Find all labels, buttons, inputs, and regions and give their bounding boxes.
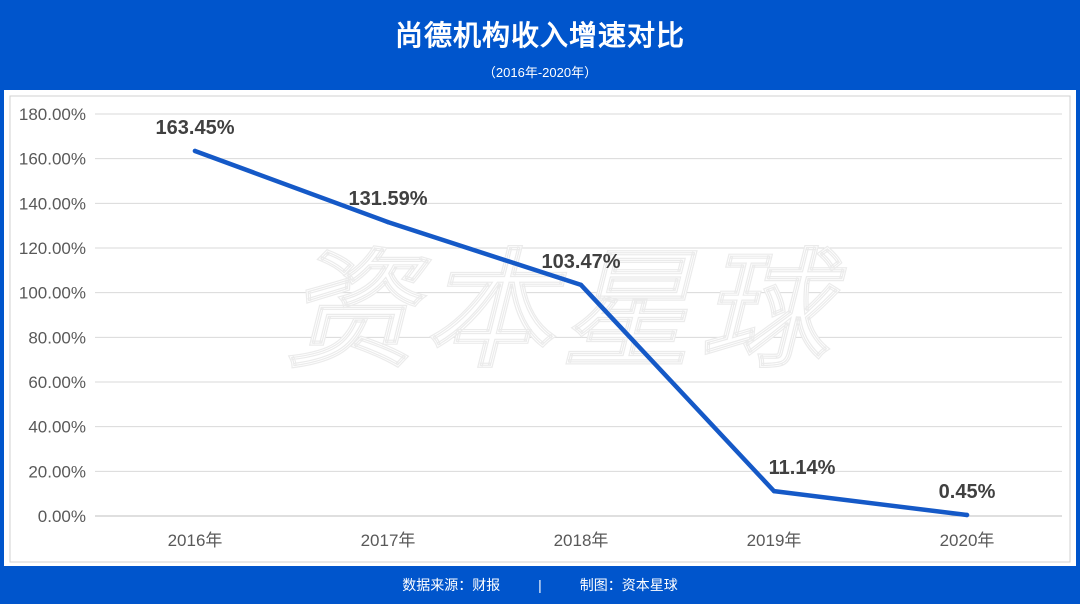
y-tick-label: 100.00% — [19, 284, 86, 303]
data-point — [964, 512, 970, 518]
y-tick-label: 60.00% — [28, 373, 86, 392]
y-tick-label: 80.00% — [28, 328, 86, 347]
y-tick-label: 120.00% — [19, 239, 86, 258]
y-tick-label: 0.00% — [38, 507, 86, 526]
chart-header: 尚德机构收入增速对比 （2016年-2020年） — [0, 0, 1080, 88]
y-tick-label: 40.00% — [28, 418, 86, 437]
data-point — [385, 219, 391, 225]
x-tick-label: 2017年 — [361, 531, 416, 550]
series — [192, 148, 970, 518]
footer-separator: | — [538, 577, 542, 593]
data-label: 131.59% — [349, 188, 428, 210]
source-note: 数据来源：财报 — [402, 577, 501, 593]
credit-note: 制图：资本星球 — [579, 577, 678, 593]
plot-frame — [9, 95, 1071, 563]
data-point — [192, 148, 198, 154]
data-labels: 163.45% 131.59% 103.47% 11.14% 0.45% — [156, 117, 996, 503]
gridlines — [95, 113, 1062, 517]
chart-subtitle: （2016年-2020年） — [482, 65, 598, 80]
x-tick-label: 2018年 — [554, 531, 609, 550]
y-tick-label: 160.00% — [19, 150, 86, 169]
data-label: 163.45% — [156, 117, 235, 139]
x-tick-label: 2019年 — [747, 531, 802, 550]
data-label: 103.47% — [542, 251, 621, 273]
x-tick-label: 2020年 — [940, 531, 995, 550]
x-tick-label: 2016年 — [168, 531, 223, 550]
chart-footer: 数据来源：财报 | 制图：资本星球 — [0, 567, 1080, 604]
data-point — [578, 282, 584, 288]
watermark: 资本星球 — [286, 237, 847, 386]
y-tick-label: 140.00% — [19, 194, 86, 213]
data-point — [771, 488, 777, 494]
y-tick-label: 20.00% — [28, 462, 86, 481]
data-label: 0.45% — [939, 481, 996, 503]
chart-title: 尚德机构收入增速对比 — [394, 20, 685, 51]
data-label: 11.14% — [769, 457, 836, 479]
y-tick-label: 180.00% — [19, 105, 86, 124]
axes: 0.00% 20.00% 40.00% 60.00% 80.00% 100.00% 120.… — [19, 105, 995, 550]
